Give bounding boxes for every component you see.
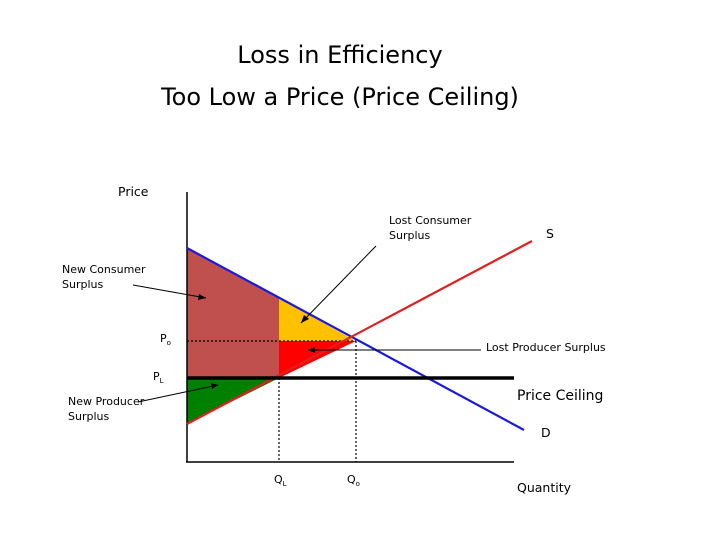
lost-consumer-surplus-line-2: Surplus	[389, 229, 431, 242]
new-consumer-surplus-arrow	[132, 284, 207, 299]
new-producer-surplus-line-1: New Producer	[68, 395, 145, 408]
lost-producer-surplus-label: Lost Producer Surplus	[486, 341, 606, 354]
new-consumer-surplus-label: New Consumer Surplus	[62, 262, 146, 292]
price-ceiling-label: Price Ceiling	[517, 388, 604, 404]
demand-curve	[186, 247, 525, 431]
y-axis-label: Price	[118, 184, 149, 199]
new-consumer-surplus-arrowhead	[198, 294, 206, 300]
new-producer-surplus-label: New Producer Surplus	[68, 394, 144, 424]
supply-label: S	[546, 226, 554, 241]
new-producer-surplus-line-2: Surplus	[68, 410, 110, 423]
lost-producer-surplus-area	[279, 341, 356, 378]
lost-consumer-surplus-line-1: Lost Consumer	[389, 214, 472, 227]
new-producer-surplus-arrow	[137, 384, 219, 403]
x-axis-label: Quantity	[517, 480, 572, 495]
pl-label: PL	[153, 370, 164, 386]
lost-consumer-surplus-arrow	[300, 245, 377, 324]
q0-label: Qo	[347, 473, 360, 489]
new-consumer-surplus-line-2: Surplus	[62, 278, 104, 291]
ql-label: QL	[274, 473, 287, 489]
supply-curve	[186, 240, 533, 425]
p0-label: Po	[160, 332, 171, 348]
lost-producer-surplus-arrowhead	[308, 347, 315, 353]
lost-consumer-surplus-label: Lost Consumer Surplus	[389, 213, 471, 243]
new-producer-surplus-arrowhead	[211, 383, 218, 389]
lost-consumer-surplus-arrowhead	[301, 315, 309, 323]
new-consumer-surplus-line-1: New Consumer	[62, 263, 146, 276]
title-line-1: Loss in Efficiency	[237, 41, 443, 69]
demand-label: D	[541, 425, 551, 440]
title-line-2: Too Low a Price (Price Ceiling)	[161, 83, 519, 111]
new-consumer-surplus-area	[187, 248, 279, 378]
